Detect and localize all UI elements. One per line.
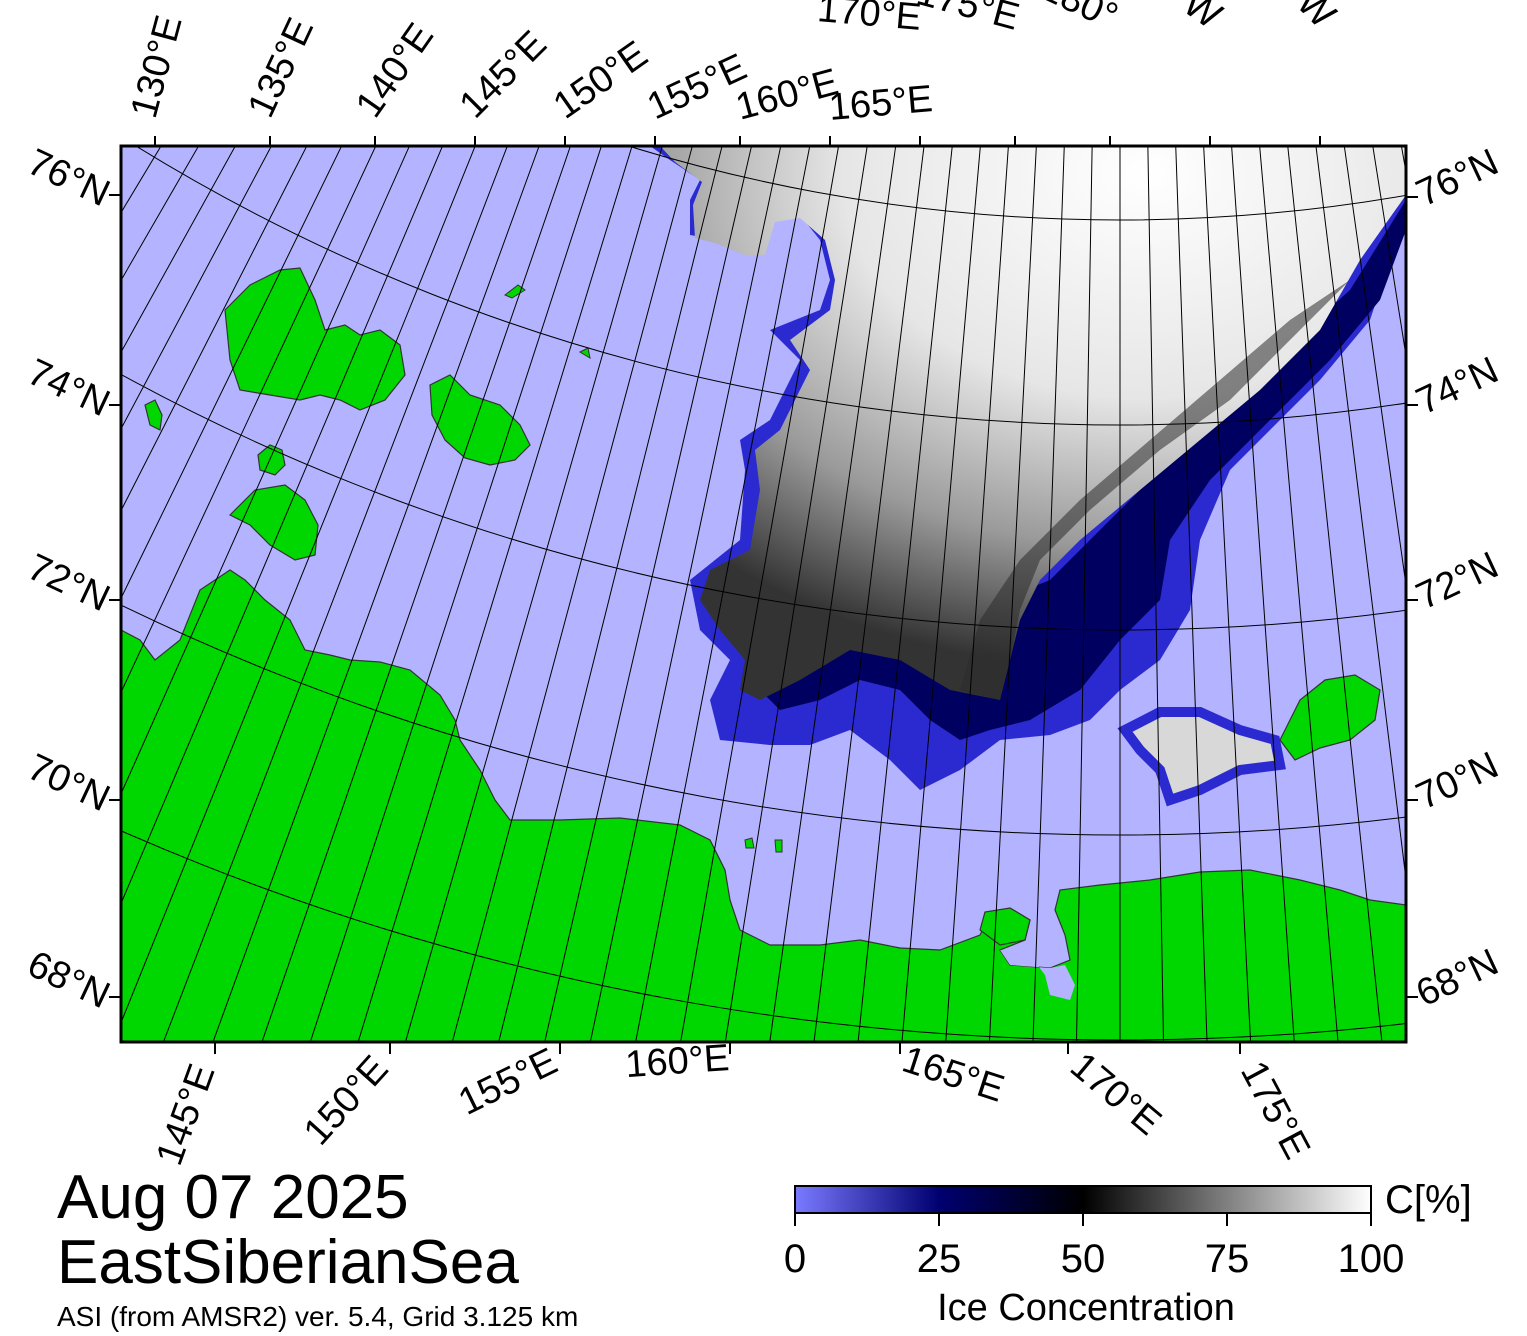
right-lat-label: 70°N [1410,744,1505,818]
ice-dense-band [960,280,1350,700]
top-lon-label: 150°E [546,33,655,127]
colorbar-tick-label: 50 [1061,1237,1106,1281]
bottom-lon-label: 165°E [897,1039,1009,1111]
meridian-line [1203,146,1252,1042]
colorbar-tick-label: 75 [1205,1237,1250,1281]
meridian-line [121,146,272,430]
top-lon-label: 170°W [1233,0,1344,36]
right-lat-label: 68°N [1410,941,1505,1015]
meridian-line [857,146,953,1042]
top-lon-label: 165°E [827,78,934,129]
bottom-lon-label: 160°E [624,1037,731,1086]
meridian-line [309,146,602,1042]
data-source: ASI (from AMSR2) ver. 5.4, Grid 3.125 km [57,1301,579,1332]
meridian-line [357,146,633,1042]
land-islet-2 [578,347,591,360]
bottom-lon-label: 145°E [148,1059,223,1171]
meridian-line [1315,146,1406,884]
meridian-line [1231,146,1295,1042]
meridian-line [0,0,136,588]
colorbar [794,1185,1372,1214]
left-lat-label: 72°N [21,546,116,620]
ice-wrangel [1117,707,1286,807]
meridian-line [1508,0,1527,1158]
meridian-line [121,146,308,512]
meridian-line [769,146,897,1042]
top-lon-label: 145°E [452,23,555,126]
top-lon-label: 135°E [240,12,322,124]
graticule [0,0,1527,1158]
land-ayon [979,907,1031,946]
ice-edge-deep [760,200,1406,740]
right-lat-label: 74°N [1410,349,1505,423]
bottom-lon-label: 175°E [1232,1055,1318,1167]
meridian-line [121,146,444,905]
land-peninsula [1000,950,1075,1000]
top-lon-label: 170°E [816,0,923,39]
meridian-line [1147,146,1164,1042]
meridian-line [121,146,377,694]
meridian-line [1076,146,1093,1042]
top-lon-label: 130°E [123,11,190,122]
meridian-line [945,146,1009,1042]
top-lon-label: 140°E [348,16,442,125]
colorbar-unit: C[%] [1385,1178,1472,1222]
left-lat-label: 74°N [21,351,116,425]
meridian-line [901,146,981,1042]
meridian-line [0,0,97,525]
right-lat-label: 72°N [1410,544,1505,618]
meridian-line [988,146,1037,1042]
land-bear-islands [744,837,783,853]
meridian-line [498,146,723,1042]
left-lat-label: 70°N [21,746,116,820]
top-lon-label: 160°E [731,61,842,128]
meridian-line [544,146,753,1042]
meridian-line [813,146,925,1042]
colorbar-ticks: 0 25 50 75 100 [784,1213,1405,1281]
meridian-line [1343,146,1406,589]
meridian-line [680,146,840,1042]
meridian-line [1287,146,1383,1042]
map-area [0,0,1527,1158]
colorbar-tick-label: 100 [1338,1237,1405,1281]
meridian-line [0,0,78,492]
colorbar-title: Ice Concentration [937,1287,1235,1329]
meridian-line [724,146,868,1042]
meridian-line [635,146,811,1042]
meridian-line [1259,146,1339,1042]
colorbar-tick-label: 0 [784,1237,806,1281]
meridian-line [261,146,571,1042]
land-small-island-west [144,399,163,431]
meridian-line [121,146,476,1024]
meridian-line [121,146,343,600]
meridian-line [451,146,693,1042]
meridian-line [121,146,410,796]
right-lat-label: 76°N [1410,141,1505,215]
left-lat-label: 76°N [21,141,116,215]
meridian-line [1032,146,1065,1042]
colorbar-tick-label: 25 [917,1237,962,1281]
axis-ticks [109,136,1418,1054]
meridian-line [1372,146,1406,359]
meridian-line [589,146,782,1042]
map-date: Aug 07 2025 [57,1163,409,1232]
map-frame [119,144,1408,1044]
meridian-line [404,146,663,1042]
bottom-lon-label: 155°E [452,1040,564,1123]
top-lon-label: 175°E [912,0,1023,39]
land-mainland [121,569,1406,1042]
meridian-line [162,146,508,1042]
land-kotelny [224,267,406,411]
left-lat-label: 68°N [21,943,116,1017]
land-islet-1 [504,284,526,299]
top-lon-label: 175°W [1111,0,1229,37]
map-region: EastSiberianSea [57,1228,519,1297]
land-wrangel [1279,674,1381,761]
meridian-line [1175,146,1208,1042]
bottom-lon-label: 150°E [296,1048,397,1153]
bottom-lon-label: 170°E [1062,1045,1169,1144]
meridian-line [0,0,116,556]
top-lon-label: 180° [1035,0,1124,38]
